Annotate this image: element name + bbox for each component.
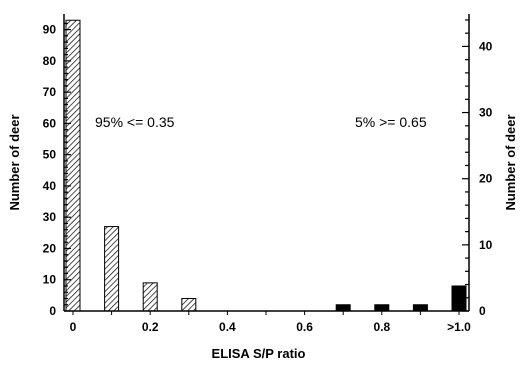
left-tick-label-80: 80 <box>43 54 57 68</box>
right-tick-label-0: 0 <box>479 304 486 318</box>
left-tick-label-90: 90 <box>43 23 57 37</box>
bar-0 <box>65 19 81 312</box>
left-ticks-group: 0 10 20 30 40 50 60 70 80 90 <box>43 23 71 318</box>
left-tick-label-60: 60 <box>43 116 57 130</box>
bars-group <box>65 19 467 312</box>
left-tick-label-10: 10 <box>43 273 57 287</box>
right-tick-label-20: 20 <box>479 172 493 186</box>
bar-10 <box>451 285 467 312</box>
left-tick-label-0: 0 <box>49 304 56 318</box>
bar-8 <box>374 304 390 312</box>
left-tick-label-40: 40 <box>43 179 57 193</box>
right-tick-label-40: 40 <box>479 39 493 53</box>
x-tick-label-4: 0.4 <box>219 320 236 334</box>
left-tick-label-30: 30 <box>43 210 57 224</box>
x-tick-label-8: 0.8 <box>373 320 390 334</box>
y-axis-title-right: Number of deer <box>503 114 518 210</box>
annotation-high: 5% >= 0.65 <box>355 114 427 130</box>
x-tick-label-2: 0.2 <box>142 320 159 334</box>
x-tick-label-6: 0.6 <box>296 320 313 334</box>
bar-9 <box>412 304 428 312</box>
x-tick-label-0: 0 <box>70 320 77 334</box>
bar-7 <box>335 304 351 312</box>
x-ticks-group: 0 0.2 0.4 0.6 0.8 >1.0 <box>70 311 471 334</box>
axes-group <box>63 14 470 312</box>
y-axis-title-left: Number of deer <box>7 114 22 210</box>
annotation-low: 95% <= 0.35 <box>95 114 175 130</box>
x-axis-title: ELISA S/P ratio <box>212 346 306 361</box>
left-tick-label-20: 20 <box>43 241 57 255</box>
right-tick-label-30: 30 <box>479 106 493 120</box>
right-tick-label-10: 10 <box>479 238 493 252</box>
bar-3 <box>181 297 197 312</box>
left-tick-label-70: 70 <box>43 85 57 99</box>
bar-1 <box>104 226 120 312</box>
right-ticks-group: 0 10 20 30 40 <box>462 19 493 318</box>
x-tick-label-10: >1.0 <box>447 320 471 334</box>
left-tick-label-50: 50 <box>43 148 57 162</box>
bar-2 <box>142 282 158 312</box>
